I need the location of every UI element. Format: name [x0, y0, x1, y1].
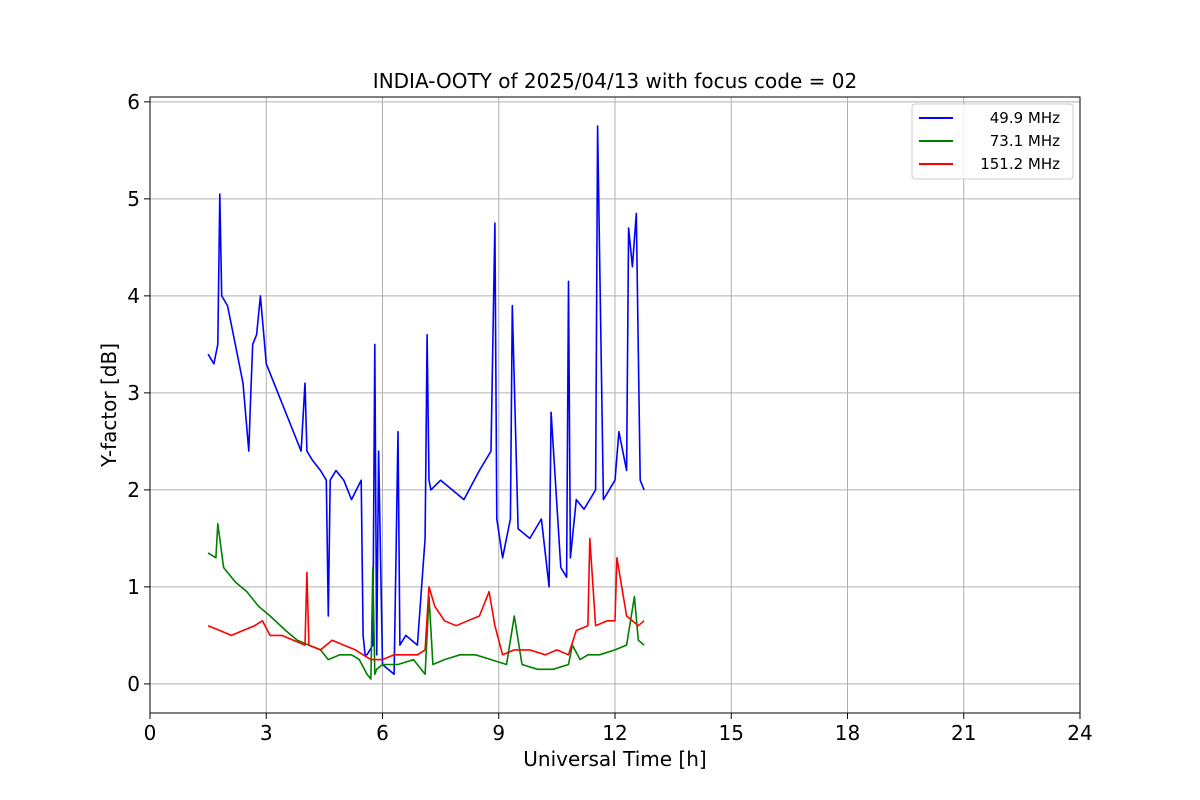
legend-label: 73.1 MHz — [990, 132, 1060, 150]
x-tick-label: 0 — [144, 721, 157, 745]
legend: 49.9 MHz 73.1 MHz 151.2 MHz — [911, 103, 1074, 180]
y-tick-label: 5 — [127, 187, 140, 211]
x-tick-label: 15 — [719, 721, 744, 745]
series-line-0 — [207, 125, 645, 676]
series-line-1 — [207, 522, 645, 680]
y-axis-label: Y-factor [dB] — [97, 343, 121, 468]
y-tick-label: 0 — [127, 672, 140, 696]
y-tick-label: 3 — [127, 381, 140, 405]
chart-title: INDIA-OOTY of 2025/04/13 with focus code… — [373, 69, 857, 93]
y-tick-label: 4 — [127, 284, 140, 308]
x-tick-label: 6 — [376, 721, 389, 745]
series-line-2 — [207, 537, 645, 661]
x-tick-label: 24 — [1067, 721, 1092, 745]
legend-box — [911, 103, 1074, 180]
x-axis-label: Universal Time [h] — [523, 747, 706, 771]
y-tick-label: 6 — [127, 90, 140, 114]
x-tick-label: 12 — [602, 721, 627, 745]
y-tick-label: 2 — [127, 478, 140, 502]
legend-label: 49.9 MHz — [990, 109, 1060, 127]
legend-label: 151.2 MHz — [980, 155, 1060, 173]
series-group — [207, 125, 645, 680]
x-tick-label: 21 — [951, 721, 976, 745]
x-tick-label: 18 — [835, 721, 860, 745]
x-tick-label: 9 — [492, 721, 505, 745]
y-tick-label: 1 — [127, 575, 140, 599]
x-tick-label: 3 — [260, 721, 273, 745]
